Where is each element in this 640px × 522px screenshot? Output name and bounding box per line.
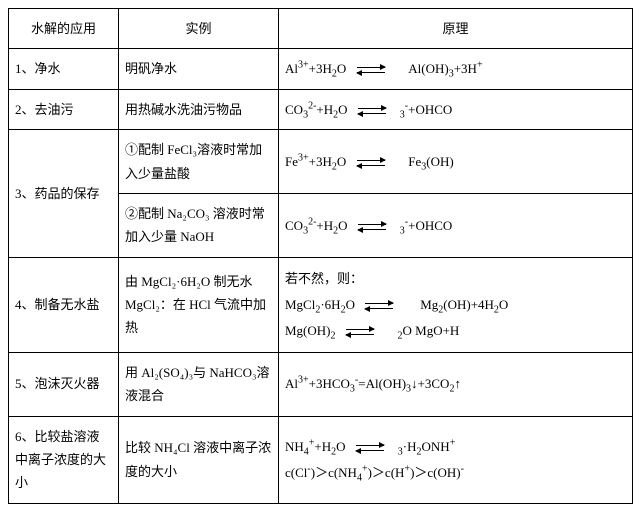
equilibrium-icon xyxy=(357,158,385,168)
cell-example: 比较 NH₄Cl 溶液中离子浓度的大小 xyxy=(119,416,279,503)
header-principle: 原理 xyxy=(279,9,633,49)
cell-app: 3、药品的保存 xyxy=(9,130,119,258)
cell-example: ①配制 FeCl₃溶液时常加入少量盐酸 xyxy=(119,130,279,194)
cell-principle: CO32-+H2O 3-+OHCO xyxy=(279,193,633,257)
cell-principle: Al3++3H2O Al(OH)3+3H+ xyxy=(279,49,633,89)
cell-example: 由 MgCl₂·6H₂O 制无水 MgCl₂：在 HCl 气流中加热 xyxy=(119,257,279,352)
cell-app: 4、制备无水盐 xyxy=(9,257,119,352)
cell-principle: NH4++H2O 3·H2ONH+ c(Cl-)＞c(NH4+)＞c(H+)＞c… xyxy=(279,416,633,503)
table-row: 4、制备无水盐 由 MgCl₂·6H₂O 制无水 MgCl₂：在 HCl 气流中… xyxy=(9,257,633,352)
cell-app: 6、比较盐溶液中离子浓度的大小 xyxy=(9,416,119,503)
table-row: 1、净水 明矾净水 Al3++3H2O Al(OH)3+3H+ xyxy=(9,49,633,89)
equilibrium-icon xyxy=(358,106,386,116)
equilibrium-icon xyxy=(357,65,385,75)
cell-example: 明矾净水 xyxy=(119,49,279,89)
cell-app: 1、净水 xyxy=(9,49,119,89)
header-example: 实例 xyxy=(119,9,279,49)
cell-principle: Fe3++3H2O Fe3(OH) xyxy=(279,130,633,194)
table-row: 3、药品的保存 ①配制 FeCl₃溶液时常加入少量盐酸 Fe3++3H2O Fe… xyxy=(9,130,633,194)
equilibrium-icon xyxy=(356,443,384,453)
table-row: 6、比较盐溶液中离子浓度的大小 比较 NH₄Cl 溶液中离子浓度的大小 NH4+… xyxy=(9,416,633,503)
equilibrium-icon xyxy=(346,327,374,337)
cell-example: 用 Al₂(SO₄)₃与 NaHCO₃溶液混合 xyxy=(119,352,279,416)
cell-app: 2、去油污 xyxy=(9,89,119,129)
table-row: 5、泡沫灭火器 用 Al₂(SO₄)₃与 NaHCO₃溶液混合 Al3++3HC… xyxy=(9,352,633,416)
equilibrium-icon xyxy=(365,301,393,311)
header-app: 水解的应用 xyxy=(9,9,119,49)
cell-principle: CO32-+H2O 3-+OHCO xyxy=(279,89,633,129)
cell-app: 5、泡沫灭火器 xyxy=(9,352,119,416)
cell-example: ②配制 Na₂CO₃ 溶液时常加入少量 NaOH xyxy=(119,193,279,257)
cell-principle: Al3++3HCO3-=Al(OH)3↓+3CO2↑ xyxy=(279,352,633,416)
cell-principle: 若不然，则： MgCl2·6H2O Mg2(OH)+4H2O Mg(OH)2 2… xyxy=(279,257,633,352)
table-header-row: 水解的应用 实例 原理 xyxy=(9,9,633,49)
hydrolysis-applications-table: 水解的应用 实例 原理 1、净水 明矾净水 Al3++3H2O Al(OH)3+… xyxy=(8,8,633,504)
cell-example: 用热碱水洗油污物品 xyxy=(119,89,279,129)
table-row: 2、去油污 用热碱水洗油污物品 CO32-+H2O 3-+OHCO xyxy=(9,89,633,129)
equilibrium-icon xyxy=(358,222,386,232)
principle-line: 若不然，则： xyxy=(285,271,363,286)
